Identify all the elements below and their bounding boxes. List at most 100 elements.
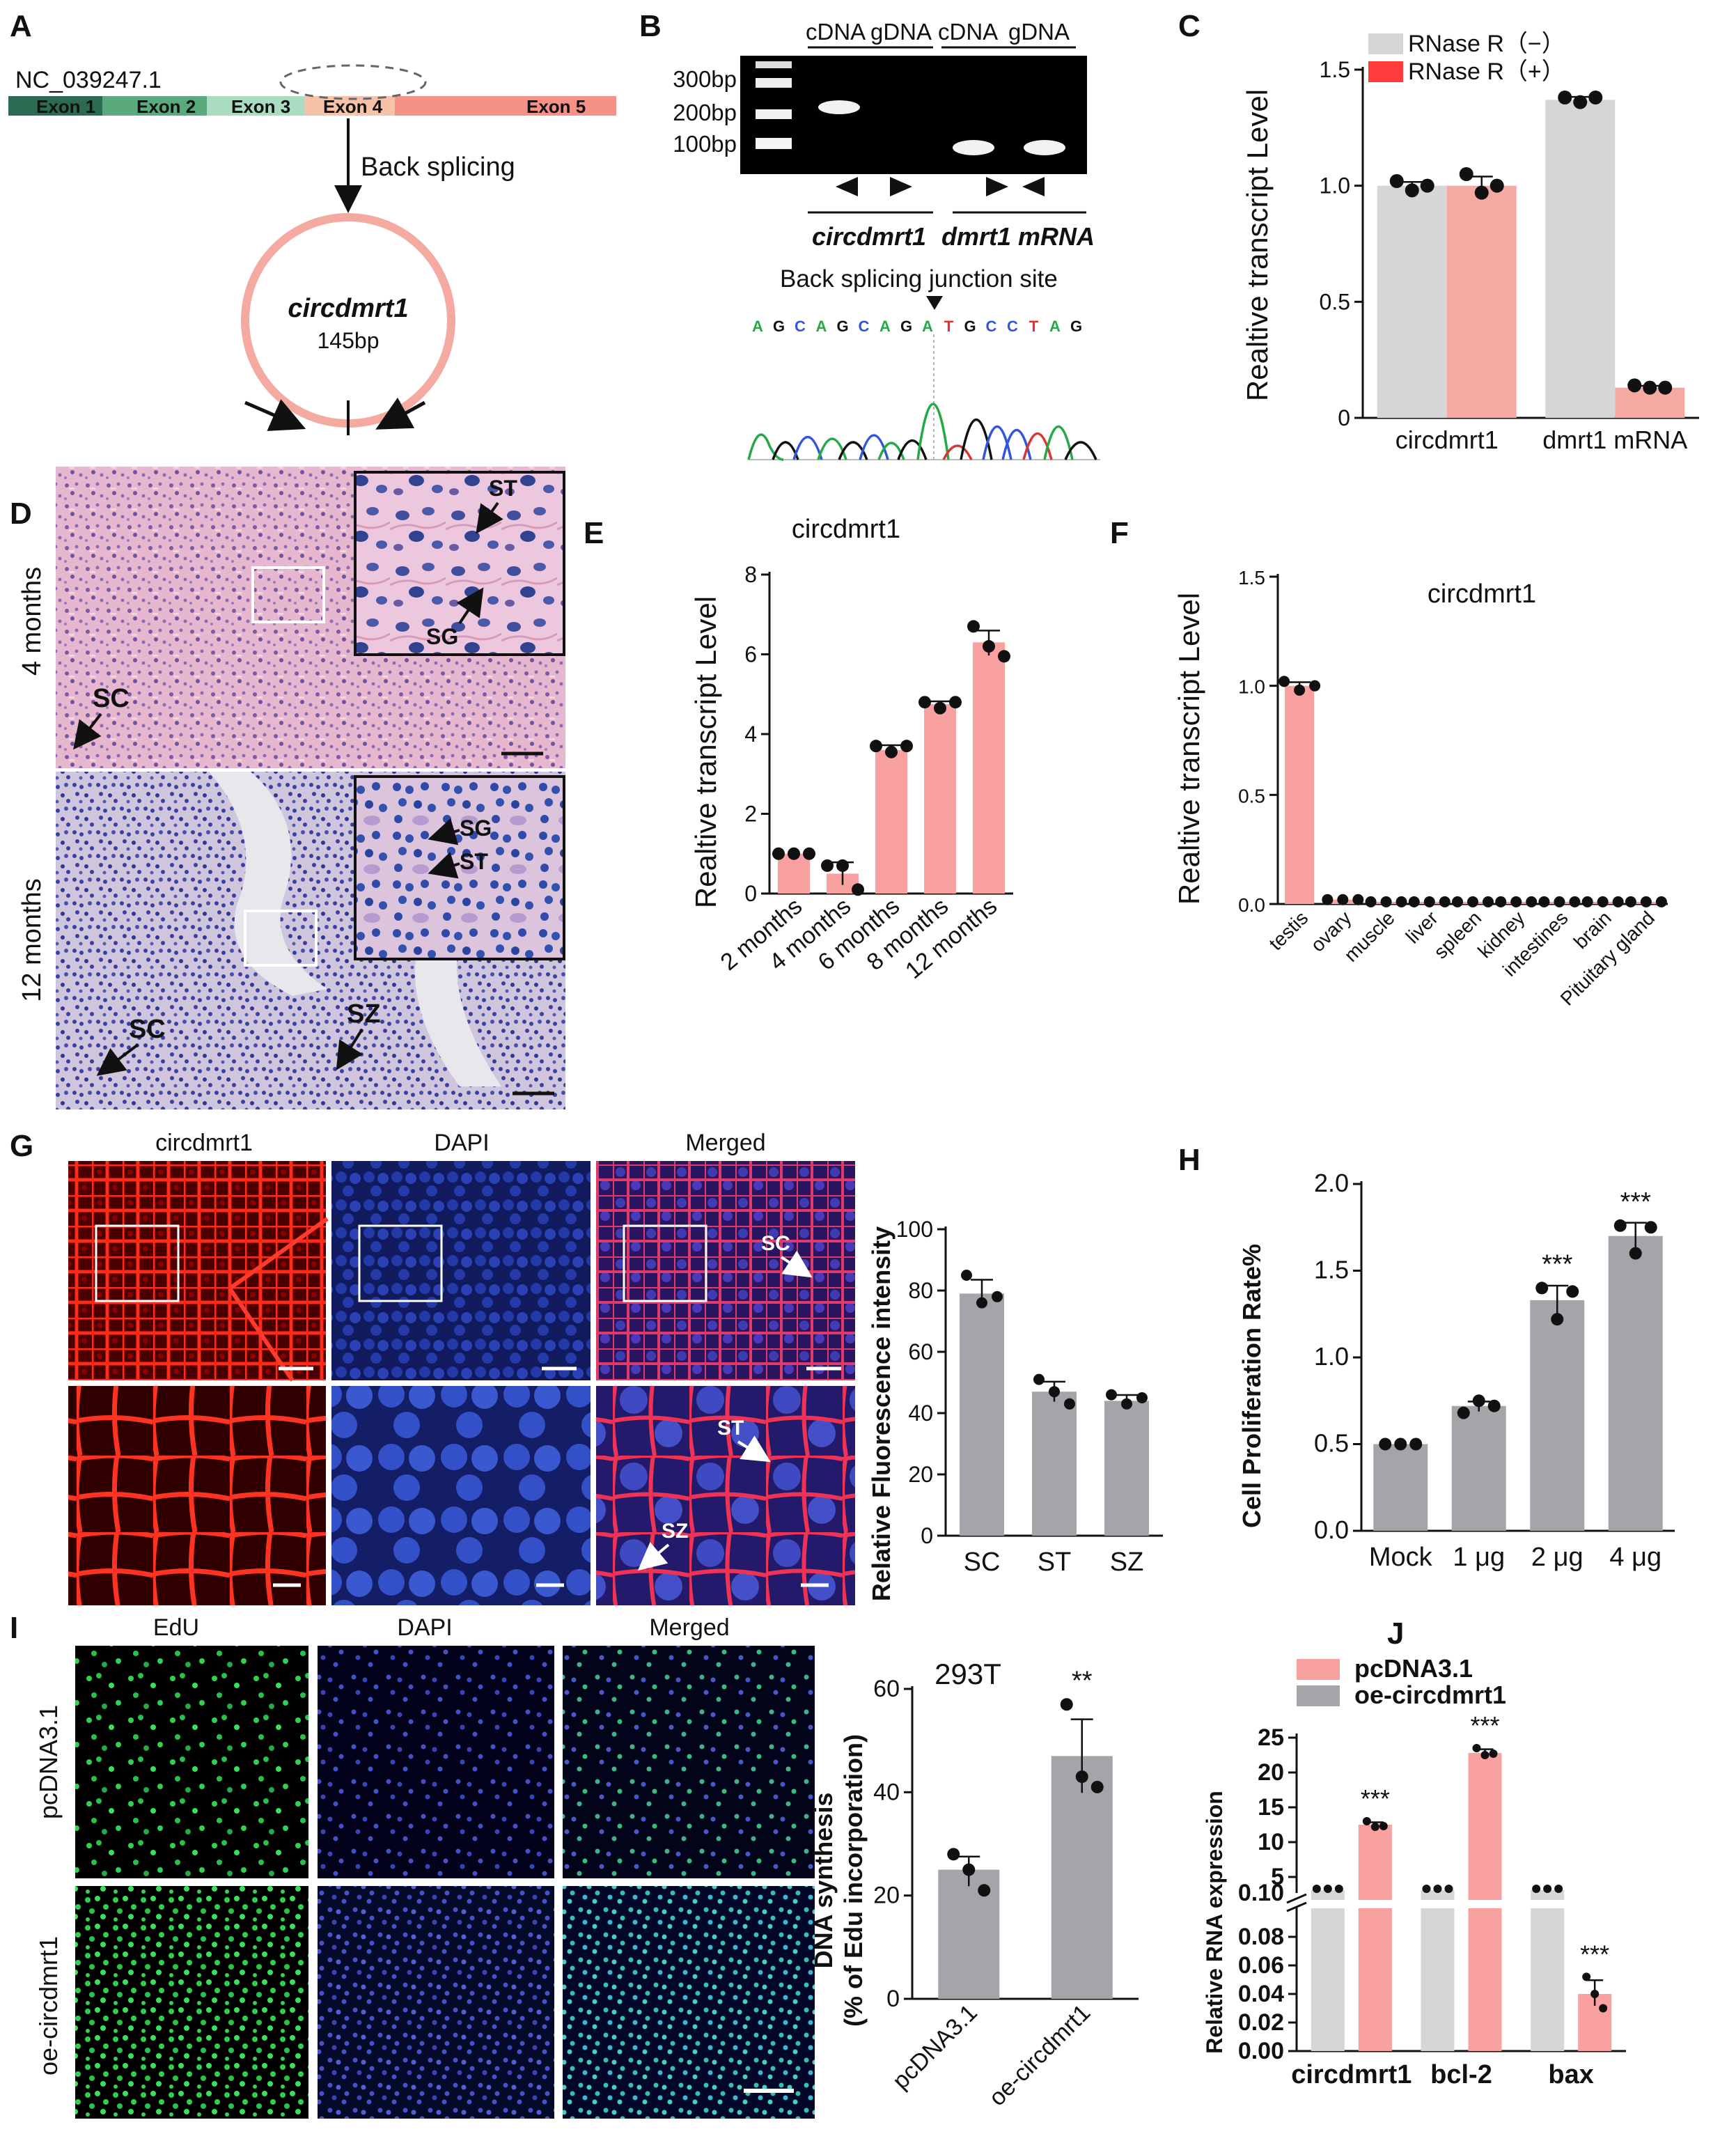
row-label-4-months: 4 months [17, 567, 47, 676]
y-tick-label: 0 [921, 1523, 933, 1548]
exon-3 [207, 96, 304, 116]
i-row-label-pcdna: pcDNA3.1 [34, 1705, 63, 1819]
significance-marker: *** [1470, 1711, 1499, 1740]
gel-band-circdmrt1 [818, 100, 860, 114]
sequence-base: G [964, 318, 976, 335]
g-zoom-box [623, 1224, 707, 1302]
sequence-base: C [795, 318, 806, 335]
axis-break-gap [1528, 1900, 1567, 1908]
data-point [1483, 896, 1494, 907]
data-point [1136, 1392, 1148, 1403]
axis-break-gap [1308, 1900, 1347, 1908]
zoom-inset-bottom [354, 775, 565, 960]
data-point [1352, 894, 1364, 905]
data-point [1322, 894, 1334, 905]
data-point [870, 740, 882, 753]
f-y-axis-label: Realtive transcript Level [1173, 593, 1205, 905]
legend-label-oe: oe-circdmrt1 [1354, 1681, 1506, 1709]
i-col-label-edu: EdU [153, 1614, 199, 1641]
data-point [1625, 896, 1636, 907]
data-point [961, 1270, 972, 1281]
ladder-100bp: 100bp [673, 131, 737, 157]
data-point [1379, 1822, 1388, 1830]
y-tick-label: 6 [744, 642, 757, 667]
data-point [1644, 1221, 1657, 1234]
bar [1311, 1890, 1345, 2051]
g-col-label-circdmrt1: circdmrt1 [155, 1130, 253, 1156]
bar [1373, 1444, 1428, 1531]
y-tick-label: 1.0 [1314, 1342, 1349, 1371]
axis-break-gap [1465, 1900, 1505, 1908]
x-tick-label: SC [964, 1548, 1001, 1577]
bar [924, 704, 956, 894]
data-point [1452, 896, 1463, 907]
lane-label-2: gDNA [870, 19, 932, 45]
axis-break-mark [1286, 1893, 1307, 1904]
e-title: circdmrt1 [792, 515, 900, 544]
lane-label-3: cDNA [938, 19, 998, 45]
bar [1531, 1890, 1565, 2051]
x-tick-label: pcDNA3.1 [887, 2000, 982, 2094]
legend-label-rnase-minus: RNase R（−） [1408, 31, 1565, 57]
g-annotation-st: ST [717, 1417, 744, 1440]
data-point [998, 650, 1010, 663]
data-point [1423, 896, 1435, 907]
legend-label-rnase-plus: RNase R（+） [1408, 59, 1565, 85]
data-point [967, 620, 980, 633]
bar [1608, 1236, 1663, 1531]
data-point [1075, 1770, 1088, 1784]
sequence-base: A [816, 318, 827, 335]
data-point [1526, 896, 1538, 907]
exon-5 [395, 96, 616, 116]
data-point [1060, 1698, 1073, 1711]
primer-left [1022, 177, 1045, 196]
panel-d: D ST SG SC SG ST SC SZ 4 months 12 month… [10, 467, 565, 1109]
data-point [1422, 1885, 1431, 1893]
data-point [1408, 896, 1420, 907]
bar [960, 1293, 1004, 1536]
i-chart-title: 293T [935, 1658, 1001, 1690]
y-tick-label: 0.0 [1238, 894, 1265, 916]
data-point [1569, 896, 1581, 907]
junction-label: Back splicing junction site [780, 265, 1058, 293]
significance-marker: ** [1072, 1666, 1093, 1695]
data-point [1543, 1885, 1552, 1893]
sequence-base: C [1007, 318, 1018, 335]
x-tick-label: bax [1548, 2060, 1593, 2089]
sequence-base: T [1029, 318, 1039, 335]
annotation-arrow [428, 818, 460, 845]
zoom-inset-top [354, 471, 565, 656]
panel-c: C RNase R（−） RNase R（+） Realtive transcr… [1178, 9, 1699, 454]
exon-track: Exon 1 Exon 2 Exon 3 Exon 4 Exon 5 [8, 96, 616, 117]
data-point [1643, 380, 1657, 395]
junction-arrow [926, 296, 943, 310]
sequence-base: A [1049, 318, 1061, 335]
annotation-arrow [336, 1028, 363, 1070]
lane-label-4: gDNA [1008, 19, 1070, 45]
data-point [1294, 684, 1306, 696]
sequence-base: A [879, 318, 891, 335]
y-tick-label: 1.0 [1238, 676, 1265, 698]
zoom-box-bottom [244, 910, 318, 967]
primer-arrow-right [375, 397, 426, 430]
data-point [1510, 896, 1522, 907]
data-point [1590, 1990, 1600, 1998]
bar [1446, 185, 1517, 418]
data-point [1573, 95, 1588, 109]
data-point [1433, 1885, 1442, 1893]
annotation-arrow [96, 1043, 139, 1076]
y-tick-label: 20 [1258, 1759, 1284, 1786]
panel-h: H Cell Proliferation Rate% 0.0 0.5 1.0 1.5 2… [1178, 1143, 1675, 1572]
axis-break-gap [1418, 1900, 1457, 1908]
ladder-300bp: 300bp [673, 66, 737, 92]
g-col-label-dapi: DAPI [434, 1130, 489, 1156]
data-point [1613, 1219, 1627, 1232]
sequence-base: C [859, 318, 870, 335]
i-image-edu-pcdna [75, 1646, 308, 1878]
data-point [1532, 1885, 1541, 1893]
annotation-sc-bottom: SC [129, 1015, 166, 1044]
annotation-arrow [456, 587, 484, 625]
circrna-name: circdmrt1 [288, 294, 408, 323]
x-tick-label: spleen [1430, 907, 1485, 963]
